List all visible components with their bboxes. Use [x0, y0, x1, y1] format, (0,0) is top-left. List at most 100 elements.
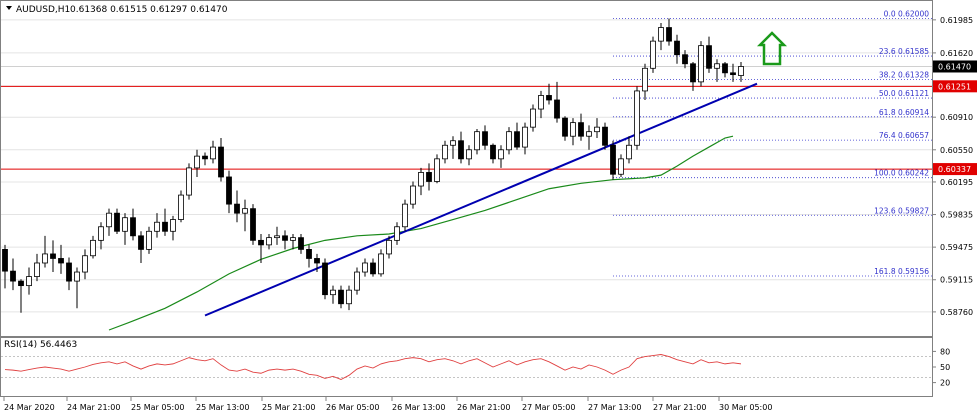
price-tick-label: 0.59115 [940, 276, 973, 285]
rsi-tick-label: 20 [940, 379, 950, 388]
bear-candle [338, 289, 344, 305]
bear-candle [690, 63, 696, 83]
rsi-tick-label: 80 [940, 347, 950, 356]
price-tag-box [933, 60, 977, 73]
up-arrow-icon [756, 31, 788, 66]
bull-candle [26, 276, 32, 287]
bear-candle [706, 45, 712, 69]
bear-candle [674, 40, 680, 56]
bull-candle [266, 237, 272, 246]
fib-level-label: 23.6 0.61585 [879, 47, 929, 56]
time-tick-label: 27 Mar 05:00 [522, 403, 575, 412]
symbol-dropdown-icon[interactable] [6, 6, 12, 10]
price-tick-label: 0.59835 [940, 211, 973, 220]
bear-candle [370, 262, 376, 275]
time-tick-label: 24 Mar 2020 [4, 403, 55, 412]
bear-candle [234, 203, 240, 214]
price-tick-label: 0.60195 [940, 178, 973, 187]
main-pane-frame [0, 0, 933, 337]
bull-candle [386, 239, 392, 255]
bull-candle [242, 208, 248, 214]
fibonacci-labels: 0.0 0.62000 23.6 0.61585 38.2 0.61328 50.0 … [874, 9, 929, 276]
bear-candle [18, 280, 24, 287]
bull-candle [330, 289, 336, 296]
bull-candle [522, 126, 528, 148]
price-tag-label: 0.60337 [938, 165, 971, 174]
rsi-label: RSI(14) 56.4463 [4, 340, 77, 350]
bear-candle [250, 208, 256, 241]
candles [2, 18, 744, 313]
bull-candle [194, 155, 200, 169]
bear-candle [226, 176, 232, 205]
rsi-series [4, 354, 742, 380]
bear-candle [490, 144, 496, 160]
bear-candle [50, 253, 56, 259]
price-tag-box [933, 80, 977, 93]
price-tick-label: 0.61985 [940, 16, 973, 25]
fib-level-label: 100.0 0.60242 [874, 169, 929, 178]
bear-candle [730, 72, 736, 76]
bull-candle [42, 253, 48, 264]
bull-candle [402, 203, 408, 228]
bear-candle [546, 95, 552, 101]
bear-candle [482, 131, 488, 146]
bull-candle [122, 217, 128, 232]
bear-candle [66, 262, 72, 282]
fib-level-label: 76.4 0.60657 [879, 131, 929, 140]
time-axis: 24 Mar 2020 24 Mar 21:00 25 Mar 05:00 25 Ma… [3, 397, 772, 412]
bear-candle [58, 258, 64, 264]
bull-candle [538, 95, 544, 110]
bull-candle [586, 131, 592, 137]
bear-candle [562, 117, 568, 137]
time-tick-label: 24 Mar 21:00 [67, 403, 120, 412]
bull-candle [450, 140, 456, 146]
price-tags: 0.61470 0.61251 0.60337 [933, 60, 977, 176]
bull-candle [738, 66, 744, 76]
ma-series [108, 135, 734, 331]
price-tag-label: 0.61470 [938, 62, 971, 71]
price-tick-label: 0.58760 [940, 308, 973, 317]
bear-candle [258, 239, 264, 246]
price-tick-label: 0.60550 [940, 146, 973, 155]
bull-candle [186, 167, 192, 196]
price-tick-label: 0.59475 [940, 243, 973, 252]
bull-candle [378, 253, 384, 275]
bull-candle [506, 131, 512, 151]
time-tick-label: 25 Mar 05:00 [131, 403, 184, 412]
bull-candle [626, 144, 632, 160]
bull-candle [362, 262, 368, 273]
time-tick-label: 26 Mar 13:00 [392, 403, 445, 412]
bear-candle [306, 249, 312, 259]
bear-candle [458, 140, 464, 160]
rsi-indicator: 80 50 20 [1, 347, 950, 388]
bull-candle [466, 149, 472, 160]
bull-candle [642, 67, 648, 92]
bear-candle [554, 99, 560, 119]
bull-candle [74, 271, 80, 282]
bull-candle [698, 45, 704, 83]
fib-level-label: 123.6 0.59827 [874, 206, 929, 215]
bear-candle [2, 249, 8, 272]
bear-candle [682, 54, 688, 65]
bear-candle [162, 221, 168, 232]
time-tick-label: 27 Mar 13:00 [588, 403, 641, 412]
bear-candle [114, 212, 120, 232]
bear-candle [10, 270, 16, 282]
bull-candle [594, 126, 600, 133]
price-tag-label: 0.61251 [938, 82, 971, 91]
bull-candle [274, 235, 280, 239]
ohlc-readout: 0.61368 0.61515 0.61297 0.61470 [70, 5, 228, 15]
bull-candle [82, 255, 88, 273]
bull-candle [634, 90, 640, 146]
bear-candle [202, 155, 208, 160]
fib-level-label: 0.0 0.62000 [884, 9, 930, 18]
bear-candle [426, 172, 432, 182]
rsi-tick-label: 50 [940, 363, 950, 372]
bull-candle [434, 158, 440, 182]
bull-candle [290, 237, 296, 241]
bull-candle [354, 271, 360, 291]
fib-level-label: 50.0 0.61121 [879, 89, 929, 98]
time-tick-label: 26 Mar 21:00 [457, 403, 510, 412]
